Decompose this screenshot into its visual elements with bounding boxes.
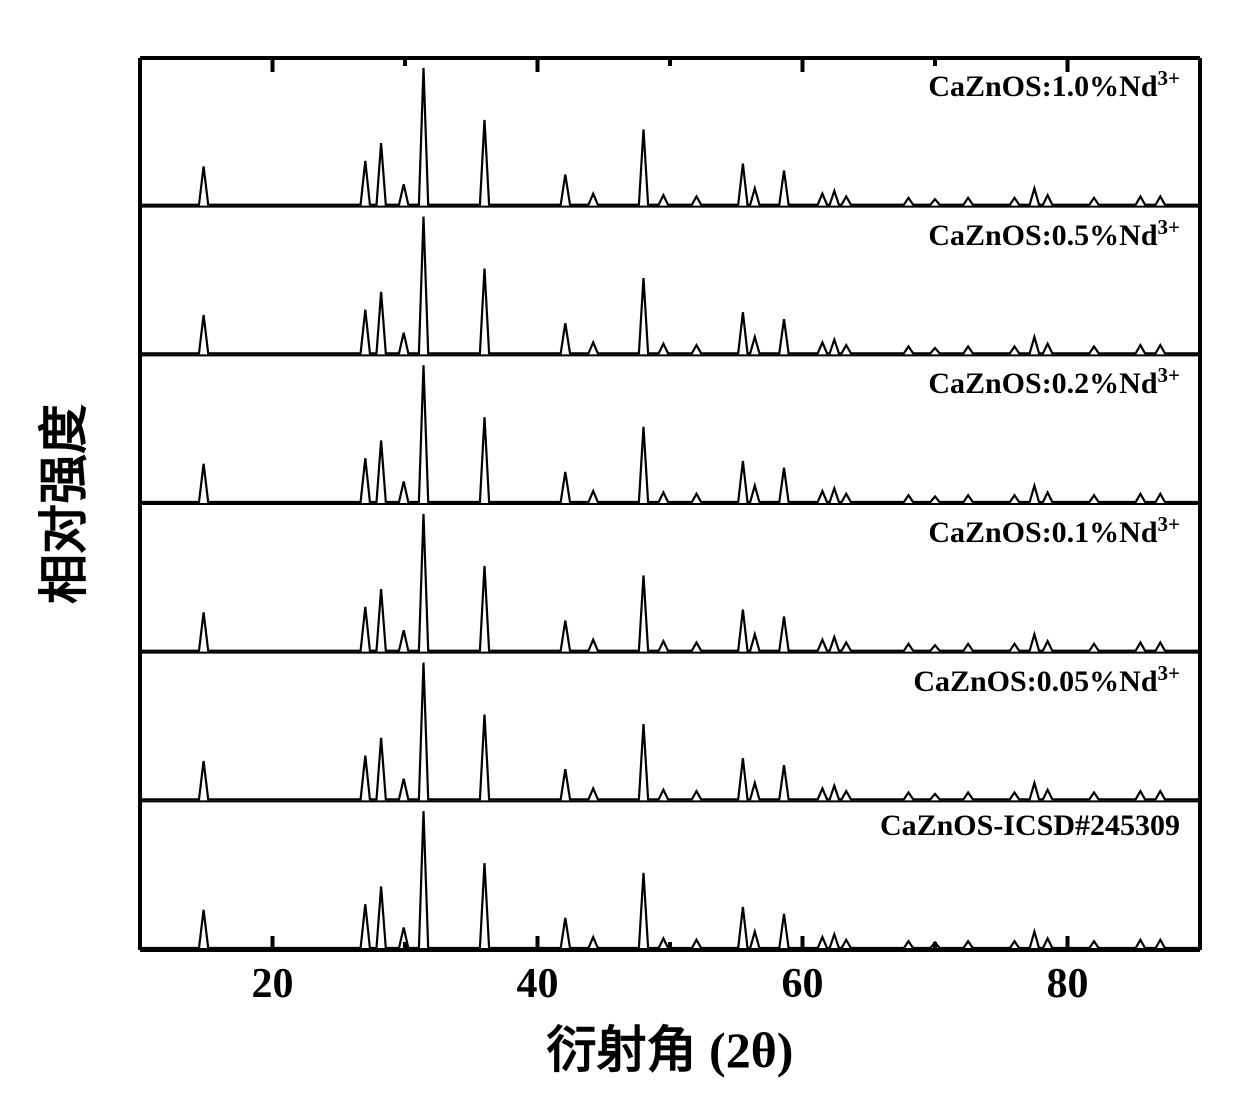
panel-label: CaZnOS:1.0%Nd3+ xyxy=(928,66,1180,104)
panel-label: CaZnOS-ICSD#245309 xyxy=(880,809,1180,843)
panel-label: CaZnOS:0.1%Nd3+ xyxy=(928,512,1180,550)
panel-label-sup: 3+ xyxy=(1158,215,1180,239)
panel-label-text: CaZnOS:0.1%Nd xyxy=(928,516,1157,549)
x-tick-label: 40 xyxy=(517,960,559,1008)
xrd-chart: 相对强度20406080衍射角 (2θ)CaZnOS:1.0%Nd3+CaZnO… xyxy=(0,0,1240,1097)
panel-label-text: CaZnOS-ICSD#245309 xyxy=(880,809,1180,842)
y-axis-label: 相对强度 xyxy=(24,404,96,604)
panel-label-text: CaZnOS:0.5%Nd xyxy=(928,219,1157,252)
panel-label-sup: 3+ xyxy=(1158,66,1180,90)
panel-label: CaZnOS:0.5%Nd3+ xyxy=(928,215,1180,253)
panel-label-sup: 3+ xyxy=(1158,363,1180,387)
panel-label: CaZnOS:0.2%Nd3+ xyxy=(928,363,1180,401)
panel-label-sup: 3+ xyxy=(1158,512,1180,536)
panel-label-text: CaZnOS:0.2%Nd xyxy=(928,367,1157,400)
panel-label-sup: 3+ xyxy=(1158,661,1180,685)
panel-label: CaZnOS:0.05%Nd3+ xyxy=(913,661,1180,699)
x-tick-label: 60 xyxy=(782,960,824,1008)
panel-label-text: CaZnOS:0.05%Nd xyxy=(913,665,1157,698)
panel-label-text: CaZnOS:1.0%Nd xyxy=(928,70,1157,103)
x-tick-label: 20 xyxy=(252,960,294,1008)
x-tick-label: 80 xyxy=(1047,960,1089,1008)
x-axis-label: 衍射角 (2θ) xyxy=(547,1010,794,1082)
